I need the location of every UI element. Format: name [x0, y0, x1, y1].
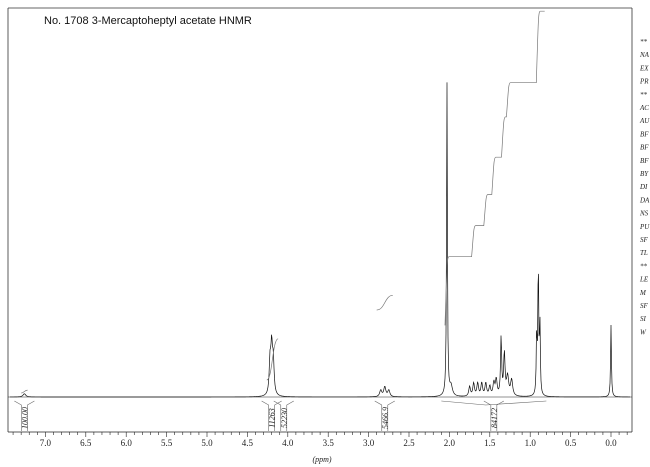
integration-bracket [261, 400, 282, 431]
acquisition-param-fragment: DA [639, 196, 650, 204]
x-tick-label: 0.0 [605, 438, 617, 448]
x-tick-label: 3.0 [363, 438, 375, 448]
acquisition-param-fragment: SF [640, 236, 649, 244]
acquisition-param-fragment: NS [639, 210, 649, 218]
acquisition-param-fragment: AC [639, 104, 649, 112]
acquisition-param-fragment: ** [640, 38, 648, 46]
x-tick-label: 7.0 [40, 438, 52, 448]
acquisition-param-fragment: W [640, 328, 647, 336]
integration-label: 11263 [268, 408, 277, 427]
acquisition-param-fragment: ** [640, 91, 648, 99]
acquisition-param-fragment: BF [640, 130, 649, 138]
x-tick-label: 6.5 [80, 438, 92, 448]
x-tick-label: 5.5 [161, 438, 173, 448]
acquisition-param-fragment: EX [639, 64, 649, 72]
integration-curve [376, 294, 393, 311]
x-tick-label: 3.5 [323, 438, 335, 448]
x-tick-label: 1.0 [525, 438, 537, 448]
acquisition-param-fragment: TL [640, 249, 648, 257]
acquisition-param-fragment: AU [639, 117, 650, 125]
integration-curve [21, 389, 28, 394]
x-tick-label: 2.5 [403, 438, 415, 448]
acquisition-param-fragment: NA [639, 51, 650, 59]
integration-label: 5466.9 [381, 407, 390, 429]
integration-bracket [374, 400, 395, 431]
integration-curve [266, 338, 279, 381]
integration-label: 52230 [280, 408, 289, 428]
x-tick-label: 0.5 [565, 438, 577, 448]
x-tick-label: 6.0 [121, 438, 133, 448]
acquisition-param-fragment: BF [640, 157, 649, 165]
x-tick-label: 4.0 [282, 438, 294, 448]
integration-value: 11263 [261, 400, 282, 431]
integration-value: 100.00 [14, 400, 35, 431]
acquisition-param-fragment: PU [639, 223, 650, 231]
integration-value: 84172 [483, 400, 504, 431]
acquisition-param-fragment: PR [639, 78, 649, 86]
x-tick-label: 2.0 [444, 438, 456, 448]
integration-value: 52230 [273, 400, 294, 431]
integration-bracket [14, 400, 35, 431]
x-tick-label: 1.5 [484, 438, 496, 448]
integration-bracket-wide [441, 400, 547, 406]
integration-label: 84172 [490, 408, 499, 428]
acquisition-param-fragment: ** [640, 262, 648, 270]
integration-curve [444, 10, 545, 326]
x-tick-label: 5.0 [201, 438, 213, 448]
integration-value: 5466.9 [374, 400, 395, 431]
acquisition-param-fragment: SI [640, 315, 647, 323]
x-tick-label: 4.5 [242, 438, 254, 448]
integration-label: 100.00 [20, 407, 29, 429]
integration-bracket [483, 400, 504, 431]
acquisition-param-fragment: LE [639, 276, 649, 284]
acquisition-param-fragment: BF [640, 144, 649, 152]
acquisition-param-fragment: SF [640, 302, 649, 310]
spectrum-trace [9, 82, 630, 398]
chart-title: No. 1708 3-Mercaptoheptyl acetate HNMR [44, 15, 252, 27]
acquisition-param-fragment: BY [640, 170, 649, 178]
integration-bracket [273, 400, 294, 431]
acquisition-param-fragment: DI [639, 183, 648, 191]
acquisition-param-fragment: M [639, 289, 647, 297]
x-axis-label: (ppm) [312, 455, 331, 464]
